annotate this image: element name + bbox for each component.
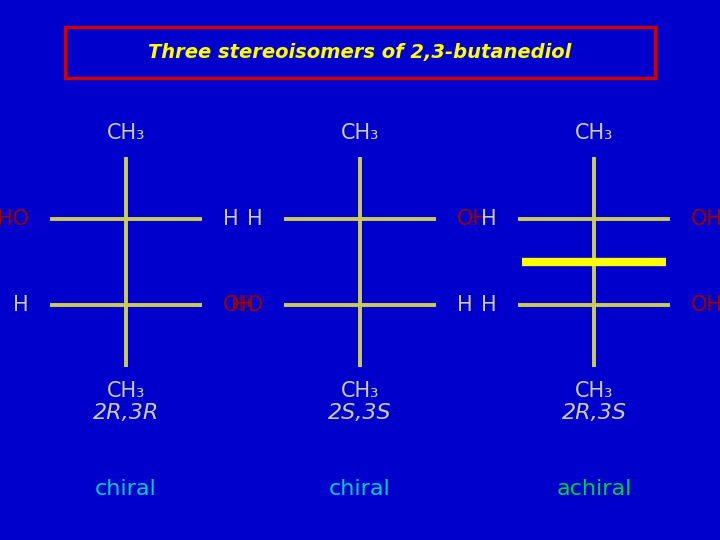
Text: CH₃: CH₃ bbox=[575, 123, 613, 143]
Text: 2S,3S: 2S,3S bbox=[328, 403, 392, 423]
Text: HO: HO bbox=[231, 295, 263, 315]
Text: chiral: chiral bbox=[95, 478, 157, 499]
Text: 2R,3R: 2R,3R bbox=[93, 403, 159, 423]
Text: Three stereoisomers of 2,3-butanediol: Three stereoisomers of 2,3-butanediol bbox=[148, 43, 572, 63]
Text: H: H bbox=[457, 295, 473, 315]
Bar bbox=[65, 27, 655, 78]
Text: H: H bbox=[481, 295, 497, 315]
Text: OH: OH bbox=[691, 208, 720, 229]
Text: H: H bbox=[13, 295, 29, 315]
Text: 2R,3S: 2R,3S bbox=[562, 403, 626, 423]
Text: H: H bbox=[223, 208, 239, 229]
Text: CH₃: CH₃ bbox=[107, 123, 145, 143]
Text: achiral: achiral bbox=[557, 478, 631, 499]
Text: H: H bbox=[247, 208, 263, 229]
Text: CH₃: CH₃ bbox=[341, 123, 379, 143]
Text: OH: OH bbox=[691, 295, 720, 315]
Text: CH₃: CH₃ bbox=[575, 381, 613, 401]
Text: HO: HO bbox=[0, 208, 29, 229]
Text: chiral: chiral bbox=[329, 478, 391, 499]
Text: CH₃: CH₃ bbox=[341, 381, 379, 401]
Text: OH: OH bbox=[223, 295, 255, 315]
Text: CH₃: CH₃ bbox=[107, 381, 145, 401]
Text: OH: OH bbox=[457, 208, 489, 229]
Text: H: H bbox=[481, 208, 497, 229]
